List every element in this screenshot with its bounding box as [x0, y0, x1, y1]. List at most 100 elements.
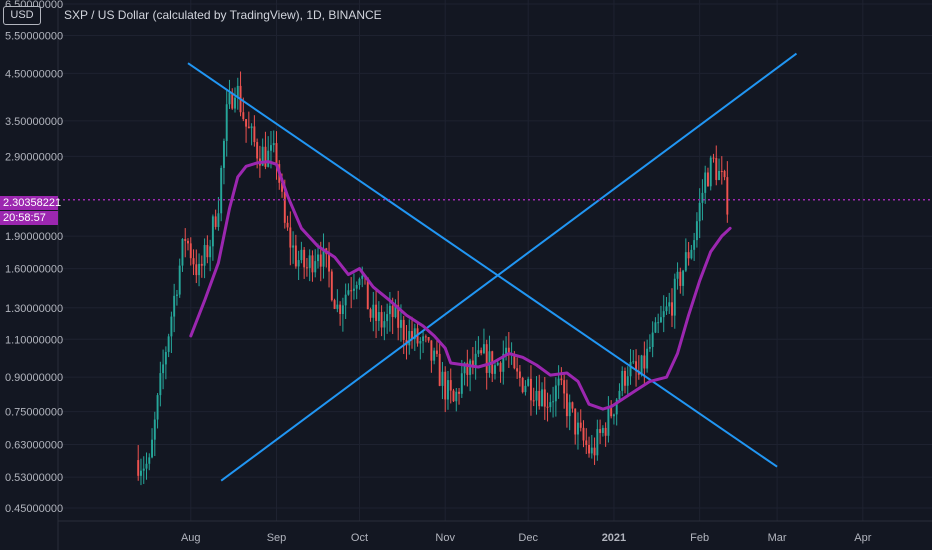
x-tick-label: 2021 — [602, 532, 626, 544]
x-tick-label: Dec — [518, 532, 538, 544]
candle-body — [336, 304, 339, 309]
candle-body — [314, 261, 317, 273]
candle-body — [394, 305, 397, 318]
candle-body — [621, 370, 624, 391]
candle-body — [463, 362, 466, 374]
y-tick-label: 6.50000000 — [5, 0, 63, 11]
candle-body — [247, 126, 250, 129]
candle-body — [693, 240, 696, 250]
candle-body — [156, 395, 159, 420]
candle-body — [178, 265, 181, 295]
candle-body — [662, 311, 665, 318]
candle-body — [173, 295, 176, 317]
candle-body — [704, 172, 707, 193]
candle-body — [474, 353, 477, 367]
candle-body — [513, 354, 516, 369]
candle-body — [275, 143, 278, 165]
trendline — [220, 52, 798, 482]
candle-body — [659, 317, 662, 323]
candle-body — [524, 385, 527, 393]
candle-body — [209, 246, 212, 258]
candle-body — [480, 350, 483, 354]
candle-body — [601, 427, 604, 433]
candle-body — [720, 170, 723, 172]
candle-body — [151, 439, 154, 458]
x-tick-label: Apr — [854, 532, 871, 544]
candle-body — [593, 447, 596, 456]
candle-body — [521, 377, 524, 393]
candle-body — [549, 402, 552, 408]
candle-body — [552, 401, 555, 403]
candle-body — [643, 355, 646, 369]
y-tick-label: 1.90000000 — [5, 231, 63, 243]
candle-body — [192, 258, 195, 265]
y-tick-label: 0.90000000 — [5, 372, 63, 384]
candle-body — [352, 288, 355, 291]
candle-body — [687, 252, 690, 259]
candle-body — [676, 271, 679, 279]
candle-body — [214, 216, 217, 227]
candle-body — [242, 112, 245, 120]
candle-body — [726, 177, 729, 215]
candle-body — [541, 389, 543, 407]
candle-body — [682, 270, 685, 286]
candle-body — [388, 305, 391, 315]
candle-body — [709, 157, 712, 187]
candle-body — [261, 146, 264, 166]
y-tick-label: 3.50000000 — [5, 116, 63, 128]
candle-body — [317, 254, 319, 262]
candle-body — [402, 319, 405, 340]
y-tick-label: 2.90000000 — [5, 151, 63, 163]
candle-body — [189, 243, 192, 259]
candle-body — [430, 340, 433, 361]
y-tick-label: 0.53000000 — [5, 472, 63, 484]
candle-body — [250, 126, 253, 129]
candle-body — [380, 312, 383, 328]
candle-body — [657, 322, 660, 324]
candle-body — [612, 414, 615, 417]
candle-body — [529, 378, 532, 401]
candle-body — [571, 402, 574, 409]
candle-body — [305, 267, 308, 269]
candle-body — [507, 347, 510, 355]
candle-body — [543, 389, 546, 407]
candle-body — [361, 275, 364, 279]
candle-body — [372, 304, 375, 318]
candle-body — [281, 182, 283, 192]
candle-body — [585, 440, 588, 445]
candle-body — [671, 302, 673, 316]
candle-body — [344, 294, 347, 306]
x-tick-label: Mar — [768, 532, 787, 544]
candle-body — [292, 245, 295, 248]
candle-body — [712, 157, 715, 159]
candle-body — [308, 255, 311, 268]
candle-body — [222, 140, 225, 168]
candle-body — [319, 254, 322, 267]
candle-body — [419, 341, 422, 344]
currency-badge[interactable]: USD — [3, 6, 41, 25]
candle-body — [225, 104, 228, 141]
candle-body — [449, 380, 452, 391]
candle-body — [455, 391, 458, 402]
candle-body — [140, 470, 142, 476]
candle-body — [458, 391, 461, 394]
candle-body — [200, 263, 203, 266]
candle-body — [369, 309, 372, 318]
candle-body — [422, 336, 425, 342]
candle-body — [618, 390, 621, 400]
candle-body — [624, 370, 626, 386]
candle-body — [715, 157, 718, 180]
candle-body — [270, 145, 272, 151]
candle-body — [565, 393, 568, 417]
candle-body — [502, 353, 505, 372]
candle-body — [303, 249, 306, 268]
x-tick-label: Aug — [181, 532, 201, 544]
candle-body — [596, 429, 599, 456]
candle-body — [153, 419, 156, 440]
candle-body — [574, 408, 577, 435]
candle-body — [554, 385, 557, 402]
x-tick-label: Nov — [435, 532, 455, 544]
y-tick-label: 5.50000000 — [5, 31, 63, 43]
candle-body — [350, 290, 353, 292]
